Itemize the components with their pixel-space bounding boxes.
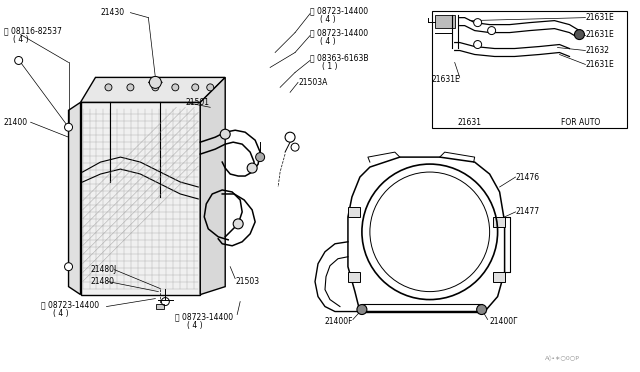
Circle shape xyxy=(488,26,495,35)
Text: Ⓢ 08363-6163B: Ⓢ 08363-6163B xyxy=(310,53,369,62)
Circle shape xyxy=(285,132,295,142)
Text: 21400F: 21400F xyxy=(325,317,353,326)
Polygon shape xyxy=(432,11,627,128)
Text: ( 1 ): ( 1 ) xyxy=(322,62,337,71)
Text: 21503A: 21503A xyxy=(298,78,328,87)
Circle shape xyxy=(220,129,230,139)
Text: A◊•∗○0○P: A◊•∗○0○P xyxy=(545,356,579,362)
Text: ( 4 ): ( 4 ) xyxy=(320,37,335,46)
Text: 21631E: 21631E xyxy=(586,60,614,69)
Circle shape xyxy=(233,219,243,229)
Text: Ⓑ 08116-82537: Ⓑ 08116-82537 xyxy=(4,26,61,35)
Text: ( 4 ): ( 4 ) xyxy=(188,321,203,330)
Text: 21632: 21632 xyxy=(586,46,609,55)
Circle shape xyxy=(15,57,22,64)
Text: 21400Γ: 21400Γ xyxy=(490,317,518,326)
Circle shape xyxy=(65,123,72,131)
Circle shape xyxy=(172,84,179,91)
Polygon shape xyxy=(156,304,164,308)
Polygon shape xyxy=(435,15,454,28)
Circle shape xyxy=(357,305,367,314)
Circle shape xyxy=(255,153,264,161)
Polygon shape xyxy=(148,77,163,87)
Text: 21430: 21430 xyxy=(100,8,125,17)
Circle shape xyxy=(477,305,486,314)
Circle shape xyxy=(575,30,584,39)
Text: Ⓒ 08723-14400: Ⓒ 08723-14400 xyxy=(310,6,368,15)
Text: 21631E: 21631E xyxy=(586,30,614,39)
Circle shape xyxy=(127,84,134,91)
Text: FOR AUTO: FOR AUTO xyxy=(561,118,601,127)
Circle shape xyxy=(474,19,482,26)
Text: ( 4 ): ( 4 ) xyxy=(52,309,68,318)
Text: ( 4 ): ( 4 ) xyxy=(13,35,28,44)
Text: 21400: 21400 xyxy=(4,118,28,127)
Text: 21631E: 21631E xyxy=(432,75,461,84)
Circle shape xyxy=(207,84,214,91)
Text: 21480J: 21480J xyxy=(90,265,116,274)
Polygon shape xyxy=(348,207,360,217)
Polygon shape xyxy=(81,102,200,295)
Circle shape xyxy=(291,143,299,151)
Text: Ⓒ 08723-14400: Ⓒ 08723-14400 xyxy=(175,312,234,321)
Circle shape xyxy=(474,41,482,48)
Polygon shape xyxy=(493,217,504,227)
Text: ( 4 ): ( 4 ) xyxy=(320,15,335,24)
Text: 21631E: 21631E xyxy=(586,13,614,22)
Text: Ⓒ 08723-14400: Ⓒ 08723-14400 xyxy=(310,28,368,37)
Circle shape xyxy=(65,263,72,271)
Circle shape xyxy=(247,163,257,173)
Polygon shape xyxy=(68,102,81,295)
Text: 21476: 21476 xyxy=(516,173,540,182)
Text: Ⓒ 08723-14400: Ⓒ 08723-14400 xyxy=(40,300,99,309)
Circle shape xyxy=(105,84,112,91)
Circle shape xyxy=(152,84,159,91)
Text: 21503: 21503 xyxy=(235,277,259,286)
Text: 21477: 21477 xyxy=(516,208,540,217)
Text: 21631: 21631 xyxy=(458,118,482,127)
Polygon shape xyxy=(348,272,360,282)
Text: 21501: 21501 xyxy=(186,98,209,107)
Circle shape xyxy=(149,76,161,89)
Polygon shape xyxy=(493,272,504,282)
Polygon shape xyxy=(81,77,225,102)
Text: 21480: 21480 xyxy=(90,277,115,286)
Polygon shape xyxy=(200,77,225,295)
Circle shape xyxy=(192,84,199,91)
